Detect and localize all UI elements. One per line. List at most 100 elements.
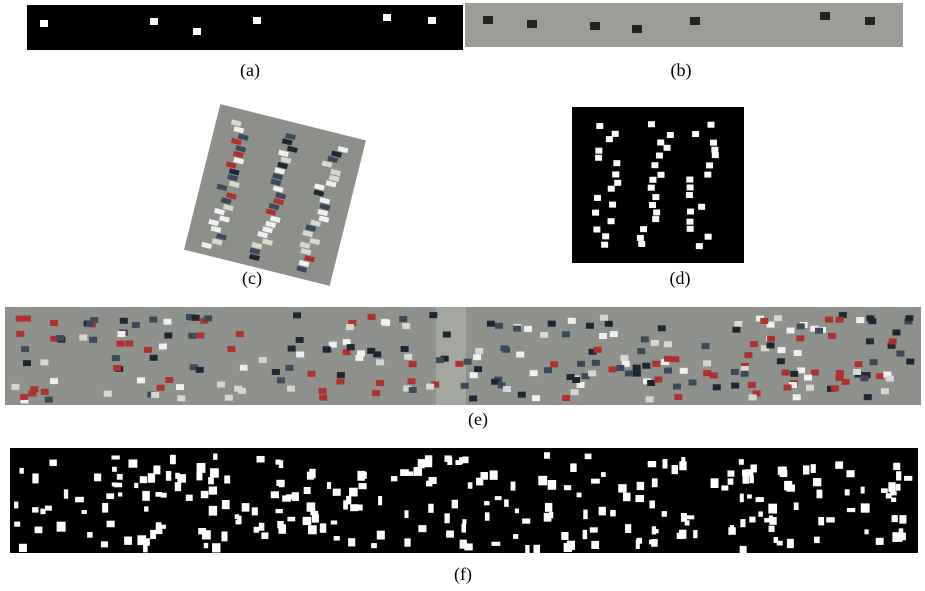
vehicle — [758, 511, 762, 516]
vehicle — [864, 529, 868, 534]
vehicle — [687, 184, 694, 190]
vehicle — [125, 340, 133, 346]
vehicle — [309, 469, 315, 478]
vehicle — [336, 379, 344, 385]
caption: (f) — [454, 564, 472, 585]
vehicle — [522, 518, 530, 523]
vehicle — [652, 529, 658, 533]
vehicle — [793, 394, 801, 400]
vehicle — [120, 318, 128, 324]
vehicle — [548, 321, 556, 327]
vehicle — [876, 373, 884, 379]
vehicle — [381, 319, 389, 325]
vehicle — [870, 359, 878, 365]
vehicle — [774, 537, 778, 543]
vehicle — [608, 218, 615, 224]
vehicle — [889, 338, 897, 344]
vehicle — [881, 388, 889, 394]
vehicle — [614, 180, 621, 186]
vehicle — [49, 460, 56, 466]
vehicle — [225, 395, 233, 401]
vehicle — [307, 502, 316, 511]
vehicle — [425, 455, 432, 459]
vehicle — [590, 527, 598, 532]
vehicle — [711, 478, 719, 488]
vehicle — [376, 380, 384, 386]
vehicle — [82, 510, 87, 514]
vehicle — [278, 524, 286, 534]
vehicle — [287, 517, 295, 521]
vehicle — [213, 453, 217, 459]
vehicle — [259, 523, 264, 531]
vehicle — [461, 524, 466, 533]
vehicle — [825, 317, 833, 323]
vehicle — [592, 210, 599, 216]
vehicle — [409, 361, 417, 367]
vehicle — [846, 470, 854, 477]
vehicle — [209, 506, 217, 516]
vehicle — [620, 355, 628, 361]
vehicle — [107, 521, 115, 528]
vehicle — [285, 365, 293, 371]
vehicle — [698, 204, 705, 210]
vehicle — [75, 497, 84, 502]
vehicle — [188, 333, 196, 339]
vehicle — [811, 464, 816, 473]
vehicle — [633, 365, 641, 371]
vehicle — [706, 162, 713, 168]
vehicle — [732, 327, 740, 333]
vehicle — [703, 370, 711, 376]
vehicle — [468, 482, 473, 488]
vehicle — [21, 346, 29, 352]
vehicle — [599, 333, 607, 339]
vehicle — [418, 525, 426, 532]
vehicle — [689, 379, 697, 385]
vehicle — [424, 459, 432, 467]
vehicle — [562, 331, 570, 337]
vehicle — [377, 531, 385, 540]
vehicle — [640, 226, 647, 232]
vehicle — [544, 452, 550, 459]
vehicle — [217, 381, 225, 387]
vehicle — [357, 504, 363, 510]
vehicle — [373, 351, 381, 357]
vehicle — [530, 370, 538, 376]
vehicle — [545, 503, 552, 512]
vehicle — [461, 383, 469, 389]
vehicle — [648, 461, 656, 467]
vehicle — [503, 386, 511, 392]
vehicle — [331, 520, 337, 524]
vehicle — [816, 490, 822, 499]
vehicle — [749, 517, 755, 523]
vehicle — [404, 510, 408, 518]
vehicle — [140, 476, 147, 483]
vehicle — [674, 394, 682, 400]
vehicle — [288, 346, 296, 352]
vehicle — [320, 523, 326, 532]
vehicle — [368, 314, 376, 320]
vehicle — [767, 336, 775, 342]
vehicle — [237, 516, 242, 524]
vehicle — [564, 543, 572, 552]
vehicle — [426, 384, 434, 390]
vehicle — [649, 500, 654, 508]
vehicle — [784, 481, 792, 490]
vehicle — [60, 526, 65, 531]
vehicle — [11, 384, 19, 390]
vehicle — [475, 348, 483, 354]
vehicle — [744, 352, 752, 358]
vehicle — [318, 388, 326, 394]
vehicle — [45, 397, 53, 403]
vehicle — [348, 538, 355, 546]
vehicle — [592, 360, 600, 366]
vehicle — [170, 455, 176, 464]
vehicle — [350, 504, 358, 511]
vehicle — [774, 315, 782, 321]
vehicle — [713, 384, 721, 390]
vehicle — [40, 509, 45, 515]
panel-c-aerial — [184, 104, 366, 286]
vehicle — [671, 356, 679, 362]
vehicle — [642, 363, 650, 369]
vehicle — [657, 172, 664, 178]
vehicle — [888, 482, 895, 492]
